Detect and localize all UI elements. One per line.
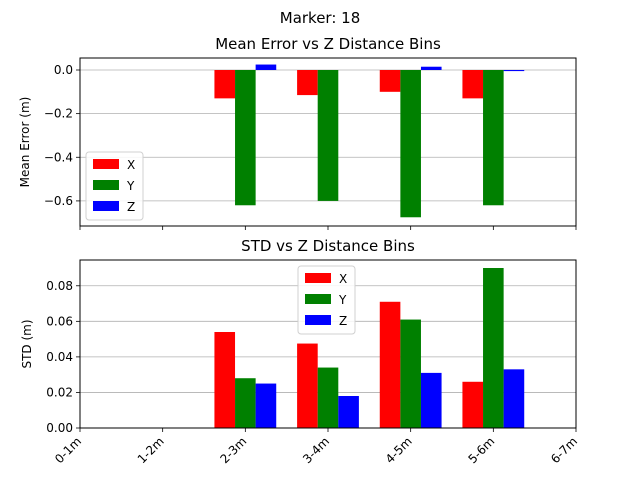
std-legend: XYZ	[297, 265, 356, 335]
mean-error-y-ticks: 0.0 −0.2 −0.4 −0.6	[44, 63, 80, 208]
std-x-tick-label: 1-2m	[135, 434, 167, 466]
std-y-tick-label: 0.06	[46, 314, 73, 328]
std-legend-swatch-x	[305, 273, 331, 283]
std-title: STD vs Z Distance Bins	[241, 237, 415, 255]
std-y-tick-label: 0.04	[46, 350, 73, 364]
mean-error-legend-label-z: Z	[127, 200, 135, 214]
mean-error-bar-y	[400, 70, 421, 218]
mean-error-bar-y	[483, 70, 504, 206]
mean-error-legend-label-y: Y	[126, 179, 135, 193]
std-x-tick-label: 0-1m	[52, 434, 84, 466]
mean-error-legend-label-x: X	[127, 158, 135, 172]
std-y-tick-label: 0.08	[46, 279, 73, 293]
mean-error-bar-x	[214, 70, 236, 99]
mean-error-bar-z	[420, 66, 442, 70]
mean-error-legend-swatch-z	[93, 201, 119, 211]
std-x-tick-label: 3-4m	[300, 434, 332, 466]
std-bar-x	[297, 343, 318, 428]
mean-error-y-tick-label: 0.0	[54, 63, 73, 77]
std-legend-label-x: X	[339, 272, 347, 286]
std-legend-swatch-y	[305, 294, 331, 304]
std-y-ticks: 0.00 0.02 0.04 0.06 0.08	[46, 279, 80, 435]
std-y-axis-label: STD (m)	[20, 319, 34, 368]
mean-error-y-axis-label: Mean Error (m)	[18, 97, 32, 188]
std-y-tick-label: 0.02	[46, 385, 73, 399]
std-x-ticks: 0-1m 1-2m 2-3m 3-4m 4-5m 5-6m 6-7m	[52, 428, 580, 466]
mean-error-bar-y	[317, 70, 339, 201]
std-legend-swatch-z	[305, 315, 331, 325]
std-x-tick-label: 2-3m	[217, 434, 249, 466]
std-axes: STD vs Z Distance Bins 0.000.020.040.060…	[20, 237, 580, 466]
std-x-tick-label: 6-7m	[548, 434, 580, 466]
std-bar-z	[420, 372, 442, 428]
std-legend-label-z: Z	[339, 314, 347, 328]
mean-error-bar-z	[255, 64, 277, 70]
mean-error-x-ticks	[79, 226, 577, 230]
mean-error-y-tick-label: −0.6	[44, 194, 73, 208]
std-bar-z	[338, 396, 359, 428]
mean-error-bar-x	[379, 70, 401, 92]
mean-error-legend: XYZ	[85, 151, 144, 221]
std-y-tick-label: 0.00	[46, 421, 73, 435]
std-bar-z	[255, 383, 277, 428]
std-bar-x	[462, 381, 484, 428]
std-bar-y	[400, 319, 421, 428]
mean-error-bar-y	[235, 70, 256, 206]
mean-error-axes: Mean Error vs Z Distance Bins 0.0 −0.2 −0.…	[18, 35, 577, 230]
mean-error-title: Mean Error vs Z Distance Bins	[215, 35, 441, 53]
std-bars	[214, 268, 525, 428]
std-bar-y	[235, 378, 256, 428]
mean-error-bar-x	[462, 70, 484, 99]
mean-error-bar-x	[297, 70, 318, 96]
std-bar-x	[214, 332, 236, 428]
std-bar-z	[503, 369, 525, 428]
std-bar-x	[379, 301, 401, 428]
mean-error-y-tick-label: −0.2	[44, 107, 73, 121]
mean-error-legend-swatch-x	[93, 159, 119, 169]
std-bar-y	[317, 367, 339, 428]
mean-error-bar-z	[503, 70, 525, 72]
std-legend-label-y: Y	[338, 293, 347, 307]
figure-suptitle: Marker: 18	[280, 9, 361, 27]
mean-error-legend-swatch-y	[93, 180, 119, 190]
std-x-tick-label: 5-6m	[465, 434, 497, 466]
std-bar-y	[483, 268, 504, 428]
mean-error-bars	[214, 64, 525, 218]
mean-error-y-tick-label: −0.4	[44, 150, 73, 164]
std-x-tick-label: 4-5m	[383, 434, 415, 466]
